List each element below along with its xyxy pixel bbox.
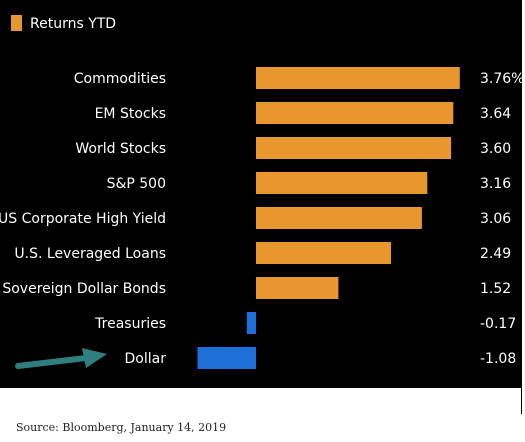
category-label-em-sovereign-dollar-bonds: EM Sovereign Dollar Bonds: [0, 281, 166, 297]
bar-s-p-500: [256, 172, 428, 194]
value-label-em-sovereign-dollar-bonds: 1.52: [480, 281, 511, 297]
category-label-dollar: Dollar: [125, 351, 167, 367]
value-label-s-p-500: 3.16: [480, 176, 511, 192]
category-label-s-p-500: S&P 500: [107, 176, 166, 192]
category-label-world-stocks: World Stocks: [75, 141, 166, 157]
source-note: Source: Bloomberg, January 14, 2019: [16, 421, 227, 434]
bar-dollar: [197, 347, 256, 369]
value-label-us-corporate-high-yield: 3.06: [480, 211, 511, 227]
bar-us-corporate-high-yield: [256, 207, 422, 229]
bar-world-stocks: [256, 137, 452, 159]
value-label-u-s-leveraged-loans: 2.49: [480, 246, 511, 262]
value-label-em-stocks: 3.64: [480, 106, 511, 122]
category-label-commodities: Commodities: [74, 71, 166, 87]
annotation-arrow: [15, 355, 89, 369]
bar-u-s-leveraged-loans: [256, 242, 391, 264]
annotation-arrowhead: [82, 348, 107, 368]
value-label-dollar: -1.08: [480, 351, 516, 367]
value-label-treasuries: -0.17: [480, 316, 516, 332]
bars-group: Commodities 3.76% EM Stocks 3.64 World Stock…: [0, 67, 522, 369]
category-label-u-s-leveraged-loans: U.S. Leveraged Loans: [14, 246, 166, 262]
bar-em-stocks: [256, 102, 454, 124]
bar-treasuries: [246, 312, 256, 334]
category-label-em-stocks: EM Stocks: [95, 106, 166, 122]
bar-commodities: [256, 67, 460, 89]
frame-edge: [521, 380, 522, 414]
category-label-us-corporate-high-yield: US Corporate High Yield: [0, 211, 166, 227]
chart-panel: Returns YTD Commodities 3.76% EM Stocks 3.6…: [0, 0, 522, 388]
value-label-world-stocks: 3.60: [480, 141, 511, 157]
legend-label: Returns YTD: [30, 16, 116, 32]
bar-em-sovereign-dollar-bonds: [256, 277, 339, 299]
value-label-commodities: 3.76%: [480, 71, 522, 87]
returns-bar-chart: Returns YTD Commodities 3.76% EM Stocks 3.6…: [0, 15, 522, 369]
category-label-treasuries: Treasuries: [94, 316, 166, 332]
legend-swatch: [11, 15, 22, 31]
